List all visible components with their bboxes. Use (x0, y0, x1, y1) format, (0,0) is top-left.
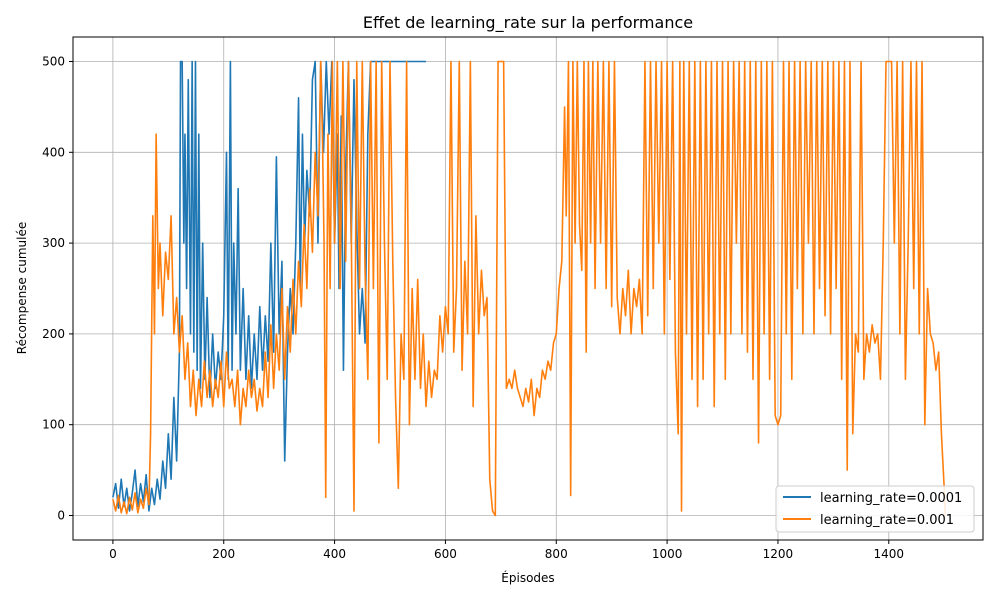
y-tick-label: 300 (42, 236, 65, 250)
x-tick-label: 0 (109, 547, 117, 561)
y-tick-label: 400 (42, 145, 65, 159)
x-tick-label: 800 (545, 547, 568, 561)
y-tick-label: 100 (42, 418, 65, 432)
x-tick-label: 1400 (874, 547, 905, 561)
chart-title: Effet de learning_rate sur la performanc… (363, 13, 693, 33)
y-tick-label: 500 (42, 55, 65, 69)
x-tick-label: 400 (323, 547, 346, 561)
y-tick-label: 0 (57, 508, 65, 522)
legend-label-series-1: learning_rate=0.0001 (820, 491, 962, 506)
legend-box (775, 485, 975, 533)
x-tick-label: 1200 (763, 547, 794, 561)
y-tick-label: 200 (42, 327, 65, 341)
x-tick-label: 1000 (652, 547, 683, 561)
x-tick-label: 600 (434, 547, 457, 561)
series-line-2 (112, 60, 947, 517)
plot-area-frame (72, 36, 984, 541)
legend-label-series-2: learning_rate=0.001 (820, 513, 954, 528)
series-layer (112, 60, 947, 517)
x-tick-label: 200 (212, 547, 235, 561)
x-axis-label: Épisodes (501, 570, 554, 585)
legend: learning_rate=0.0001 learning_rate=0.001 (775, 485, 975, 533)
series-line-1 (112, 60, 427, 512)
y-axis: 0 100 200 300 400 500 (42, 55, 73, 522)
y-axis-label: Récompense cumulée (15, 222, 29, 354)
x-axis: 0 200 400 600 800 1000 1200 1400 (109, 540, 904, 561)
